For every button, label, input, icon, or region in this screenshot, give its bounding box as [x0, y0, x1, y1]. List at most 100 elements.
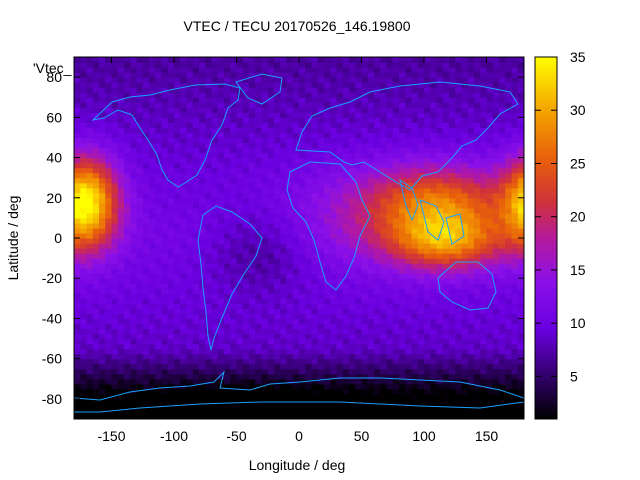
- heatmap-cell: [474, 238, 481, 244]
- heatmap-cell: [142, 117, 150, 123]
- heatmap-cell: [230, 147, 238, 154]
- heatmap-cell: [130, 243, 138, 249]
- heatmap-cell: [511, 393, 519, 400]
- heatmap-cell: [417, 388, 425, 395]
- heatmap-cell: [317, 82, 325, 88]
- heatmap-cell: [355, 107, 363, 113]
- heatmap-cell: [74, 263, 81, 269]
- heatmap-cell: [255, 238, 263, 244]
- heatmap-cell: [505, 122, 513, 128]
- heatmap-cell: [461, 197, 469, 204]
- heatmap-cell: [367, 217, 375, 224]
- heatmap-cell: [380, 217, 388, 224]
- heatmap-cell: [305, 157, 313, 164]
- heatmap-cell: [167, 383, 175, 390]
- heatmap-cell: [242, 147, 250, 154]
- heatmap-cell: [86, 298, 94, 304]
- heatmap-cell: [105, 393, 113, 400]
- heatmap-cell: [111, 238, 119, 244]
- heatmap-cell: [505, 278, 513, 284]
- heatmap-cell: [399, 283, 406, 289]
- heatmap-cell: [280, 238, 288, 244]
- heatmap-cell: [511, 77, 519, 83]
- heatmap-cell: [224, 323, 231, 330]
- heatmap-cell: [311, 172, 319, 179]
- heatmap-cell: [192, 197, 200, 204]
- heatmap-cell: [261, 222, 269, 229]
- heatmap-cell: [286, 192, 294, 199]
- heatmap-cell: [211, 403, 219, 410]
- heatmap-cell: [242, 117, 250, 123]
- heatmap-cell: [130, 338, 138, 345]
- heatmap-cell: [349, 353, 356, 360]
- heatmap-cell: [417, 212, 425, 219]
- heatmap-cell: [86, 107, 94, 113]
- heatmap-cell: [74, 187, 81, 194]
- heatmap-cell: [430, 72, 438, 78]
- heatmap-cell: [386, 338, 394, 345]
- heatmap-cell: [105, 117, 113, 123]
- heatmap-cell: [161, 97, 169, 103]
- heatmap-cell: [455, 82, 463, 88]
- heatmap-cell: [330, 373, 338, 380]
- heatmap-cell: [167, 243, 175, 249]
- heatmap-cell: [336, 358, 344, 365]
- heatmap-cell: [174, 378, 181, 385]
- heatmap-cell: [167, 413, 175, 419]
- heatmap-cell: [255, 92, 263, 98]
- heatmap-cell: [399, 258, 406, 264]
- heatmap-cell: [249, 182, 256, 189]
- heatmap-cell: [442, 112, 450, 118]
- heatmap-cell: [424, 278, 431, 284]
- heatmap-cell: [374, 112, 381, 118]
- heatmap-cell: [442, 363, 450, 370]
- heatmap-cell: [261, 92, 269, 98]
- heatmap-cell: [261, 273, 269, 279]
- heatmap-cell: [467, 107, 475, 113]
- heatmap-cell: [99, 263, 106, 269]
- heatmap-cell: [442, 87, 450, 93]
- heatmap-cell: [342, 283, 350, 289]
- heatmap-cell: [355, 303, 363, 309]
- heatmap-cell: [361, 87, 369, 93]
- heatmap-cell: [324, 413, 331, 419]
- heatmap-cell: [167, 147, 175, 154]
- heatmap-cell: [99, 92, 106, 98]
- heatmap-cell: [417, 97, 425, 103]
- heatmap-cell: [305, 323, 313, 330]
- heatmap-cell: [305, 273, 313, 279]
- heatmap-cell: [499, 182, 506, 189]
- heatmap-cell: [111, 117, 119, 123]
- heatmap-cell: [392, 117, 400, 123]
- heatmap-cell: [180, 273, 188, 279]
- heatmap-cell: [430, 172, 438, 179]
- heatmap-cell: [74, 232, 81, 239]
- heatmap-cell: [324, 293, 331, 299]
- heatmap-cell: [311, 197, 319, 204]
- heatmap-cell: [180, 278, 188, 284]
- heatmap-cell: [180, 263, 188, 269]
- heatmap-cell: [492, 127, 500, 134]
- heatmap-cell: [105, 202, 113, 209]
- heatmap-cell: [317, 217, 325, 224]
- heatmap-cell: [92, 97, 100, 103]
- heatmap-cell: [236, 323, 244, 330]
- heatmap-cell: [286, 142, 294, 149]
- heatmap-cell: [442, 107, 450, 113]
- heatmap-cell: [149, 258, 156, 264]
- heatmap-cell: [486, 142, 494, 149]
- heatmap-cell: [217, 147, 225, 154]
- heatmap-cell: [311, 318, 319, 325]
- heatmap-cell: [399, 127, 406, 134]
- heatmap-cell: [92, 72, 100, 78]
- heatmap-cell: [386, 87, 394, 93]
- heatmap-cell: [192, 318, 200, 325]
- heatmap-cell: [380, 258, 388, 264]
- heatmap-cell: [486, 167, 494, 174]
- heatmap-cell: [392, 167, 400, 174]
- heatmap-cell: [86, 137, 94, 144]
- heatmap-cell: [80, 288, 88, 294]
- heatmap-cell: [236, 102, 244, 108]
- heatmap-cell: [461, 232, 469, 239]
- heatmap-cell: [486, 408, 494, 415]
